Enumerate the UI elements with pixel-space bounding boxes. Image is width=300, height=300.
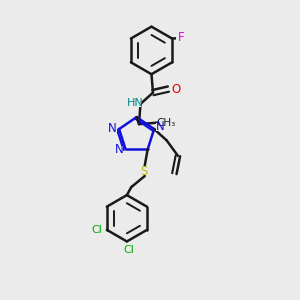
Bar — [108, 124, 117, 132]
Text: O: O — [172, 82, 181, 96]
Bar — [129, 100, 141, 107]
Text: N: N — [108, 122, 117, 135]
Bar — [140, 167, 148, 175]
Text: N: N — [156, 120, 164, 133]
Text: S: S — [140, 164, 147, 178]
Bar — [123, 246, 134, 253]
Text: Cl: Cl — [123, 245, 134, 255]
Bar — [160, 119, 173, 126]
Text: N: N — [115, 143, 123, 156]
Text: F: F — [178, 32, 185, 44]
Bar — [176, 34, 187, 42]
Bar — [156, 123, 164, 130]
Text: CH₃: CH₃ — [157, 118, 176, 128]
Bar — [115, 146, 123, 154]
Bar — [92, 226, 103, 234]
Text: HN: HN — [127, 98, 143, 108]
Bar — [172, 85, 181, 93]
Text: Cl: Cl — [92, 226, 103, 236]
